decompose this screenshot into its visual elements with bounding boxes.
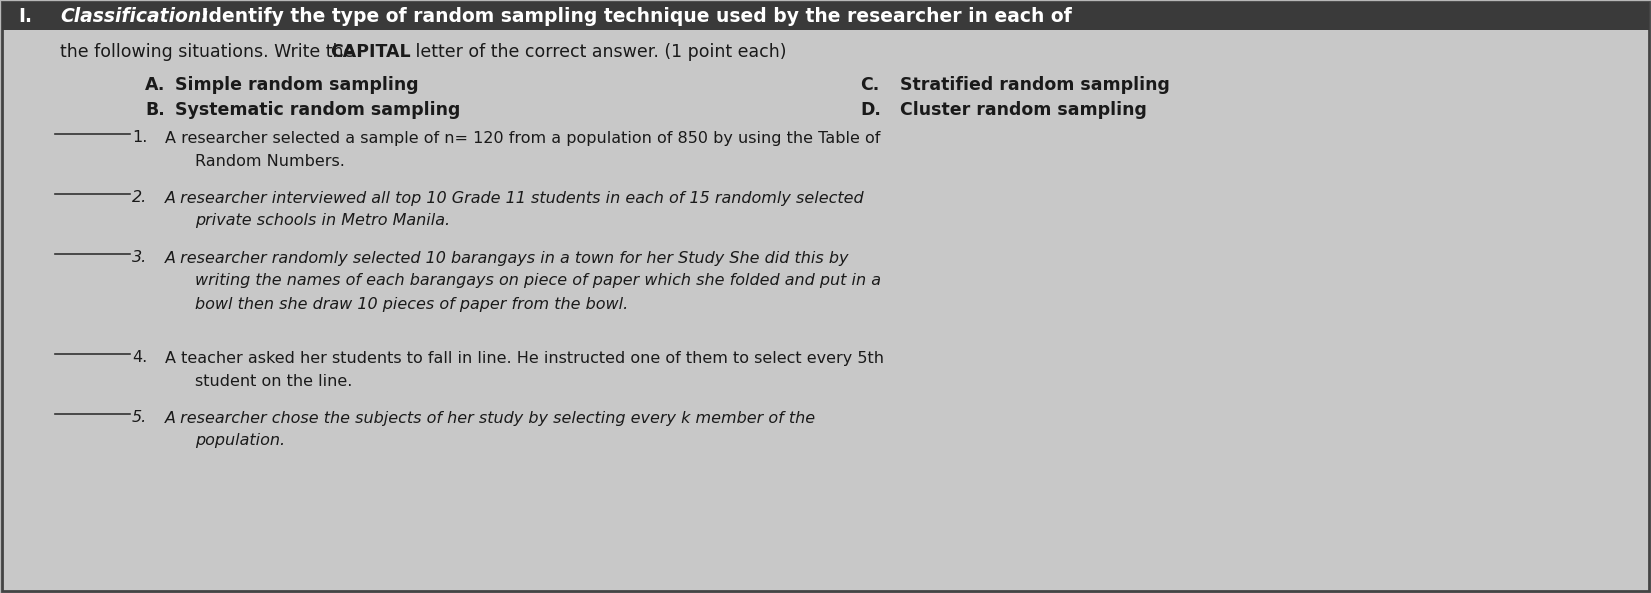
Text: D.: D. [860,101,882,119]
Text: bowl then she draw 10 pieces of paper from the bowl.: bowl then she draw 10 pieces of paper fr… [195,296,629,311]
Text: Identify the type of random sampling technique used by the researcher in each of: Identify the type of random sampling tec… [195,7,1071,25]
Text: 4.: 4. [132,350,147,365]
Text: student on the line.: student on the line. [195,374,352,388]
Text: 3.: 3. [132,250,147,266]
Text: A researcher chose the subjects of her study by selecting every k member of the: A researcher chose the subjects of her s… [165,410,816,426]
Text: I.: I. [18,7,31,25]
Text: 1.: 1. [132,130,147,145]
Text: Stratified random sampling: Stratified random sampling [900,76,1171,94]
Text: CAPITAL: CAPITAL [330,43,411,61]
Text: Classification:: Classification: [59,7,208,25]
Text: private schools in Metro Manila.: private schools in Metro Manila. [195,213,451,228]
Text: 5.: 5. [132,410,147,426]
Text: letter of the correct answer. (1 point each): letter of the correct answer. (1 point e… [409,43,786,61]
Text: Systematic random sampling: Systematic random sampling [175,101,461,119]
Text: Cluster random sampling: Cluster random sampling [900,101,1147,119]
Text: Simple random sampling: Simple random sampling [175,76,419,94]
Text: C.: C. [860,76,880,94]
Text: A researcher randomly selected 10 barangays in a town for her Study She did this: A researcher randomly selected 10 barang… [165,250,850,266]
Text: A researcher interviewed all top 10 Grade 11 students in each of 15 randomly sel: A researcher interviewed all top 10 Grad… [165,190,865,206]
Text: B.: B. [145,101,165,119]
Bar [2,2,1649,30]
Text: the following situations. Write the: the following situations. Write the [59,43,360,61]
Text: writing the names of each barangays on piece of paper which she folded and put i: writing the names of each barangays on p… [195,273,882,289]
Text: population.: population. [195,433,286,448]
Text: Random Numbers.: Random Numbers. [195,154,345,168]
Text: A.: A. [145,76,165,94]
Text: A researcher selected a sample of n= 120 from a population of 850 by using the T: A researcher selected a sample of n= 120… [165,130,880,145]
Text: A teacher asked her students to fall in line. He instructed one of them to selec: A teacher asked her students to fall in … [165,350,883,365]
Text: 2.: 2. [132,190,147,206]
